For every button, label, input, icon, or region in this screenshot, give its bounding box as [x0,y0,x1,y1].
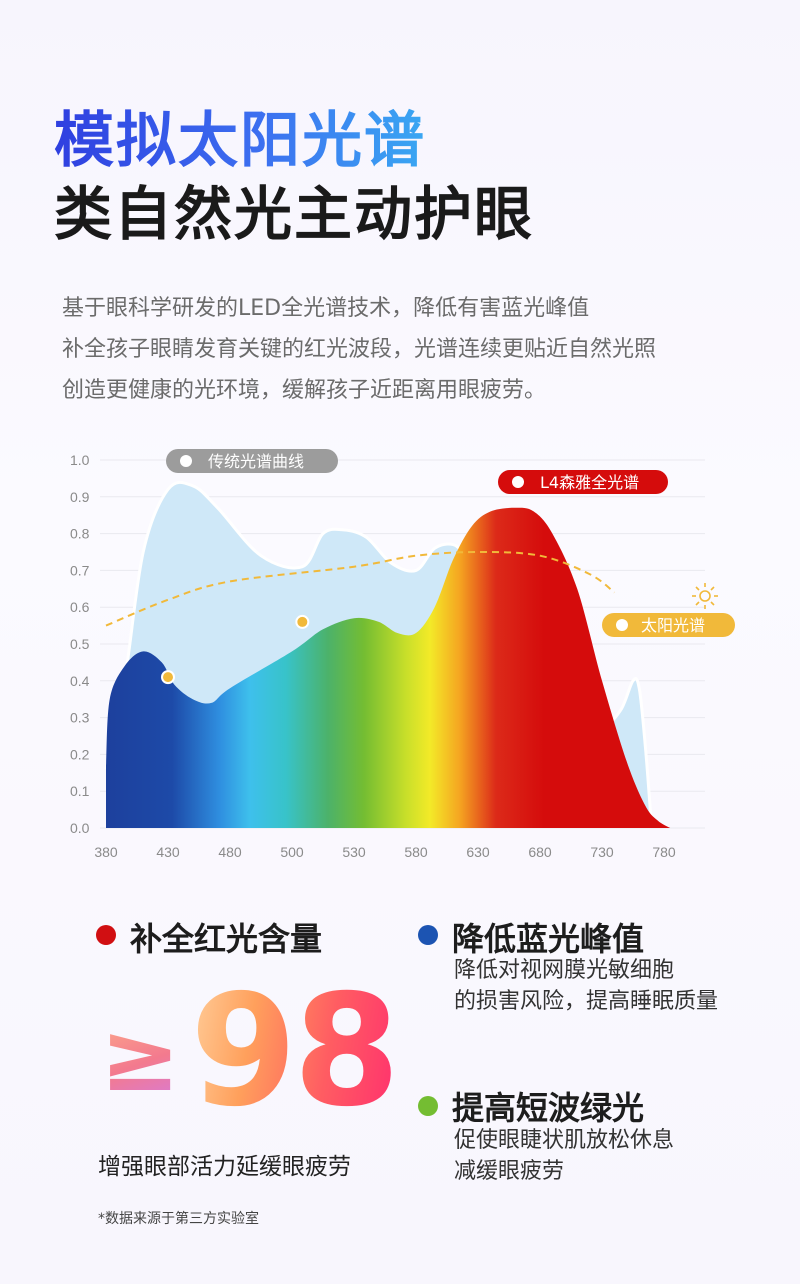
feature-blue-line: 的损害风险，提高睡眠质量 [454,989,719,1014]
chart-marker [161,670,175,685]
feature-blue-line: 降低对视网膜光敏细胞 [454,958,675,983]
x-tick-label: 500 [280,844,304,860]
y-tick-label: 0.1 [70,783,90,799]
greater-equal-symbol: ≥ [100,1001,181,1113]
legend-sun: 太阳光谱 [602,613,735,637]
x-tick-label: 580 [404,844,428,860]
x-tick-label: 480 [218,844,242,860]
spectrum-chart: 0.0 0.1 0.2 0.3 0.4 0.5 0.6 0.7 0.8 0.9 1.0 380 430… [70,449,735,860]
x-tick-label: 780 [652,844,676,860]
description-line: 创造更健康的光环境，缓解孩子近距离用眼疲劳。 [62,378,547,403]
feature-green-line: 促使眼睫状肌放松休息 [454,1128,675,1153]
x-tick-label: 730 [590,844,614,860]
y-axis-ticks: 0.0 0.1 0.2 0.3 0.4 0.5 0.6 0.7 0.8 0.9 1.0 [70,452,90,836]
x-axis-ticks: 380 430 480 500 530 580 630 680 730 780 [94,844,676,860]
x-tick-label: 630 [466,844,490,860]
y-tick-label: 0.5 [70,636,90,652]
y-tick-label: 0.9 [70,489,90,505]
description: 基于眼科学研发的LED全光谱技术，降低有害蓝光峰值 补全孩子眼睛发育关键的红光波… [62,288,762,411]
legend-dot-icon [180,455,192,467]
feature-red-title: 补全红光含量 [130,920,323,958]
traditional-outline [104,480,654,829]
y-tick-label: 0.8 [70,526,90,542]
x-tick-label: 530 [342,844,366,860]
description-line: 补全孩子眼睛发育关键的红光波段，光谱连续更贴近自然光照 [62,337,657,362]
feature-green-line: 减缓眼疲劳 [454,1159,565,1184]
y-tick-label: 0.7 [70,562,90,578]
sun-line [105,550,616,627]
red-dot-icon [96,925,116,945]
y-tick-label: 0.2 [70,746,90,762]
red-light-stat: 98 [190,962,400,1141]
description-line: 基于眼科学研发的LED全光谱技术，降低有害蓝光峰值 [62,296,590,321]
page-subtitle: 类自然光主动护眼 [54,180,535,248]
legend-dot-icon [616,619,628,631]
y-tick-label: 1.0 [70,452,90,468]
chart-markers [161,614,310,685]
x-tick-label: 430 [156,844,180,860]
y-tick-label: 0.3 [70,710,90,726]
y-tick-label: 0.0 [70,820,90,836]
legend-label: L4森雅全光谱 [540,473,639,492]
l4-area [106,507,671,828]
footnote: *数据来源于第三方实验室 [98,1211,259,1227]
feature-green-body: 促使眼睫状肌放松休息 减缓眼疲劳 [454,1125,674,1187]
feature-red-subtitle: 增强眼部活力延缓眼疲劳 [98,1154,351,1180]
legend-traditional: 传统光谱曲线 [166,449,338,473]
feature-blue-body: 降低对视网膜光敏细胞 的损害风险，提高睡眠质量 [454,955,718,1017]
x-tick-label: 380 [94,844,118,860]
y-tick-label: 0.4 [70,673,90,689]
sun-spectrum-line [105,550,616,627]
l4-spectrum-area [106,507,671,828]
blue-dot-icon [418,925,438,945]
green-dot-icon [418,1096,438,1116]
legend-l4: L4森雅全光谱 [498,470,668,494]
x-tick-label: 680 [528,844,552,860]
feature-blue-title: 降低蓝光峰值 [452,920,645,958]
feature-green-title: 提高短波绿光 [452,1089,645,1127]
sun-icon [692,583,718,609]
legend-label: 传统光谱曲线 [208,452,304,471]
page-title: 模拟太阳光谱 [54,106,426,176]
legend-label: 太阳光谱 [641,616,705,635]
y-tick-label: 0.6 [70,599,90,615]
legend-dot-icon [512,476,524,488]
chart-marker [295,614,310,629]
